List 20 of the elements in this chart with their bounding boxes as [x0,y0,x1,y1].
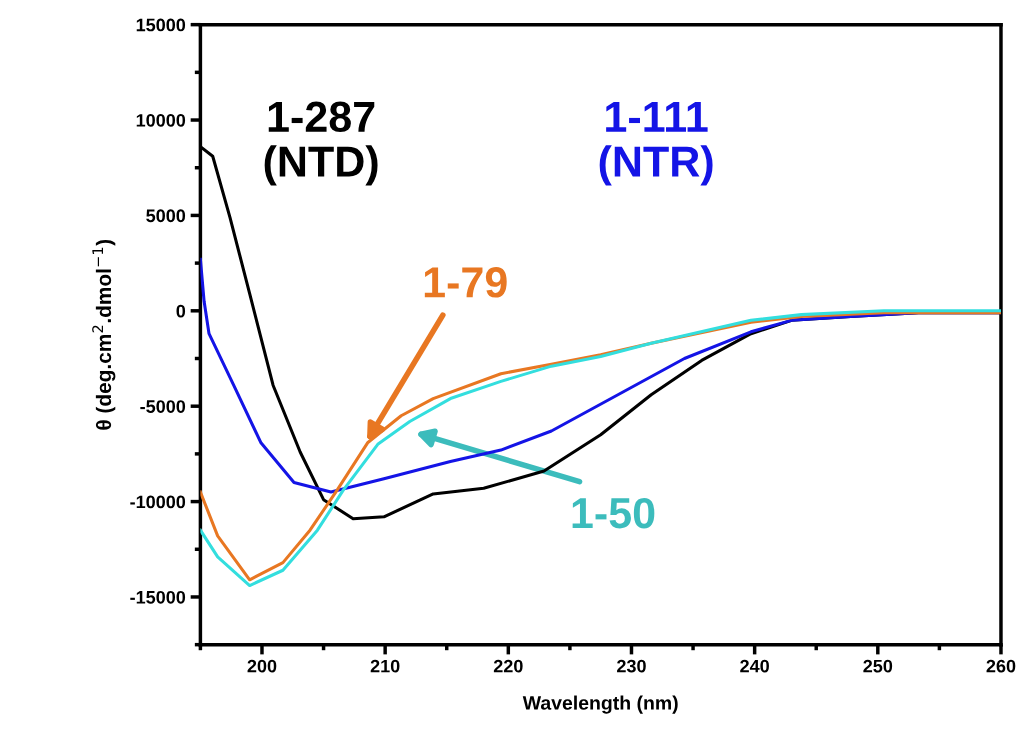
x-tick-label: 240 [740,659,769,673]
y-tick-label: 5000 [146,209,186,223]
y-tick-label: 0 [176,304,186,318]
x-tick-label: 230 [617,659,646,673]
series-label: 1-79 [424,267,507,298]
x-axis-title: Wavelength (nm) [522,695,678,714]
y-tick-label: 15000 [136,18,186,32]
x-tick-label: 220 [493,659,523,673]
series-label: 1-287 (NTD) [264,101,378,186]
x-tick-label: 250 [863,659,893,673]
y-tick-label: -10000 [130,495,186,509]
x-tick-label: 260 [986,659,1016,673]
y-tick-label: -15000 [130,590,186,604]
text: 1-111 (NTR) [599,102,713,186]
text: 1-50 [572,497,655,529]
y-tick-label: -5000 [140,400,186,413]
x-tick-label: 200 [247,659,277,673]
y-axis-title: θ (deg.cm$^{2}$.dmol$^{−1}$) [92,239,116,430]
y-tick-label: 10000 [136,113,186,127]
x-tick-label: 210 [370,659,400,673]
